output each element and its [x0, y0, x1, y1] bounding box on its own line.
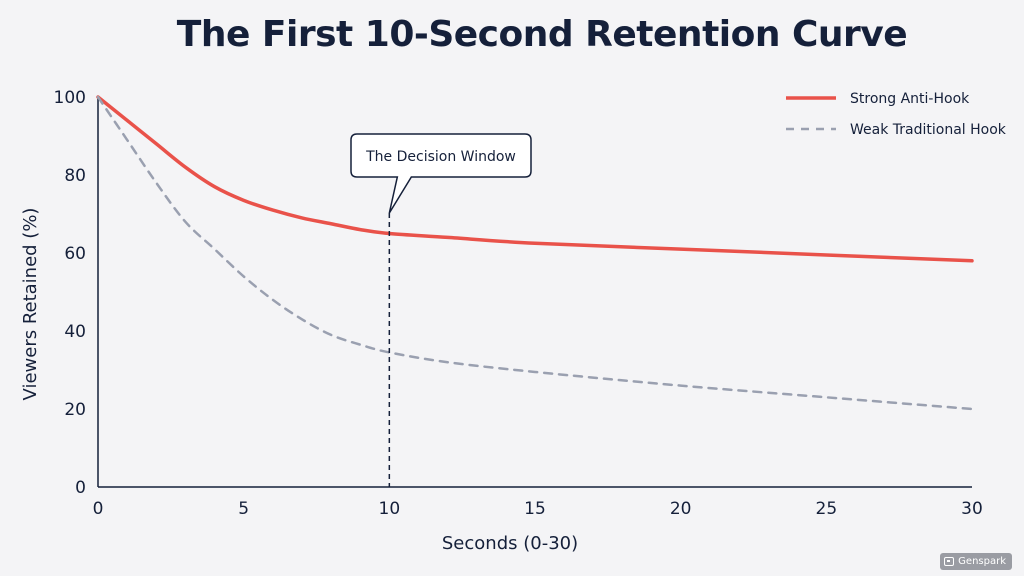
x-tick-label: 5	[238, 499, 249, 519]
y-tick-label: 100	[54, 88, 86, 108]
x-tick-label: 30	[961, 499, 983, 519]
legend-label-0: Strong Anti-Hook	[850, 91, 970, 107]
y-tick-label: 60	[64, 244, 86, 264]
y-axis-label: Viewers Retained (%)	[20, 208, 41, 401]
brand-badge: Genspark	[940, 553, 1012, 570]
decision-window-label: The Decision Window	[365, 149, 516, 165]
y-tick-label: 20	[64, 400, 86, 420]
x-axis-label: Seconds (0-30)	[442, 533, 578, 554]
legend-label-1: Weak Traditional Hook	[850, 122, 1007, 138]
brand-badge-label: Genspark	[958, 556, 1006, 567]
decision-window-callout	[350, 133, 532, 214]
x-tick-label: 15	[524, 499, 546, 519]
chart-title: The First 10-Second Retention Curve	[176, 14, 908, 55]
x-tick-label: 20	[670, 499, 692, 519]
series-line-strong-anti-hook	[96, 95, 974, 263]
y-tick-label: 80	[64, 166, 86, 186]
y-tick-label: 40	[64, 322, 86, 342]
series-line-weak-traditional-hook	[96, 95, 974, 411]
x-tick-label: 25	[816, 499, 838, 519]
y-tick-label: 0	[75, 478, 86, 498]
x-tick-label: 0	[93, 499, 104, 519]
x-tick-label: 10	[379, 499, 401, 519]
genspark-logo-icon	[944, 557, 955, 566]
